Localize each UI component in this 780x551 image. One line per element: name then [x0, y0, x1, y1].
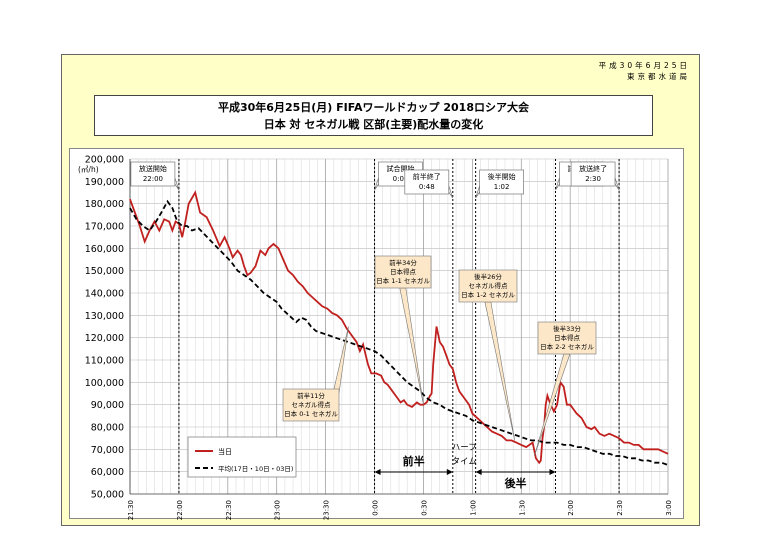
x-tick-label: 23:30 — [323, 500, 331, 520]
second-half-label: 後半 — [505, 476, 527, 490]
x-tick-label: 2:00 — [567, 500, 575, 516]
goal-callout-tail — [399, 287, 424, 405]
goal-callout-text: 前半11分 — [297, 391, 325, 400]
event-time: 0:00 — [393, 175, 409, 183]
x-tick-label: 1:30 — [518, 500, 526, 516]
series-line-average — [129, 199, 669, 466]
event-time: 22:00 — [143, 175, 163, 183]
x-tick-label: 1:00 — [469, 500, 477, 516]
event-callout-tail — [174, 177, 180, 191]
legend-box — [187, 436, 297, 478]
event-callout-box — [130, 161, 176, 187]
goal-callout-box — [537, 321, 597, 355]
issuer-org: 東京都水道局 — [627, 72, 690, 81]
x-tick-label: 3:00 — [665, 500, 673, 516]
event-label: 試合開始 — [387, 164, 415, 173]
goal-callout-text: 日本 0-1 セネガル — [284, 409, 338, 418]
goal-callout-text: セネガル得点 — [469, 281, 509, 290]
event-callout-box — [404, 169, 450, 195]
event-callout-tail — [374, 177, 379, 191]
x-tick-label: 22:30 — [225, 500, 233, 520]
event-time: 2:30 — [585, 175, 601, 183]
goal-callout-tail — [534, 353, 571, 457]
first-half-arrow-head — [374, 469, 381, 475]
y-tick-label: 180,000 — [85, 199, 124, 210]
legend-label-average: 平均(17日・10日・03日) — [218, 464, 293, 473]
event-label: 前半終了 — [413, 172, 441, 181]
second-half-arrow-head — [549, 469, 556, 475]
goal-callout-text: セネガル得点 — [292, 400, 332, 409]
goal-callout-text: 日本得点 — [554, 333, 581, 342]
goal-callout-text: 日本 1-1 セネガル — [376, 276, 430, 285]
halftime-label: ハーフ — [452, 443, 477, 453]
x-tick-label: 2:30 — [616, 500, 624, 516]
goal-callout-text: 前半34分 — [389, 258, 417, 267]
goal-callout-box — [282, 388, 340, 422]
y-tick-label: 140,000 — [85, 289, 124, 300]
x-tick-label: 21:30 — [127, 500, 135, 520]
y-tick-label: 70,000 — [91, 445, 124, 456]
issuer-block: 平成30年6月25日 東京都水道局 — [599, 60, 690, 82]
y-tick-label: 90,000 — [91, 400, 124, 411]
legend-label-today: 当日 — [218, 447, 232, 456]
event-callout-tail — [448, 185, 454, 199]
y-tick-label: 160,000 — [85, 244, 124, 255]
issue-date: 平成30年6月25日 — [598, 61, 690, 70]
y-tick-label: 80,000 — [91, 423, 124, 434]
event-label: 後半開始 — [488, 172, 516, 181]
event-callout-tail — [555, 177, 560, 191]
y-tick-label: 120,000 — [85, 333, 124, 344]
event-callout-box — [570, 161, 616, 187]
y-tick-label: 110,000 — [85, 356, 124, 367]
y-tick-label: 130,000 — [85, 311, 124, 322]
event-callout-box — [479, 169, 524, 195]
x-tick-label: 23:00 — [274, 500, 282, 520]
first-half-label: 前半 — [403, 454, 425, 468]
event-time: 1:02 — [494, 183, 510, 191]
y-tick-label: 150,000 — [85, 266, 124, 277]
chart-title-line-1: 平成30年6月25日(月) FIFAワールドカップ 2018ロシア大会 — [218, 101, 529, 114]
second-half-arrow-head — [475, 469, 482, 475]
event-label: 放送終了 — [579, 164, 607, 173]
goal-callout-box — [458, 269, 518, 303]
goal-callout-text: 日本 2-2 セネガル — [540, 342, 594, 351]
x-tick-label: 0:00 — [372, 500, 380, 516]
event-callout-tail — [475, 185, 480, 199]
goal-callout-text: 日本得点 — [390, 267, 417, 276]
halftime-label: タイム — [452, 457, 477, 467]
y-tick-label: 100,000 — [85, 378, 124, 389]
event-callout-tail — [614, 177, 620, 191]
goal-callout-box — [374, 255, 432, 289]
first-half-arrow-head — [446, 469, 453, 475]
chart-title: 平成30年6月25日(月) FIFAワールドカップ 2018ロシア大会 日本 対… — [94, 95, 653, 136]
goal-callout-text: 後半26分 — [474, 272, 502, 281]
x-tick-label: 0:30 — [420, 500, 428, 516]
goal-callout-text: 日本 1-2 セネガル — [461, 290, 515, 299]
event-label: 放送開始 — [139, 164, 167, 173]
y-tick-label: 190,000 — [85, 177, 124, 188]
y-tick-label: 170,000 — [85, 222, 124, 233]
goal-callout-text: 後半33分 — [553, 324, 581, 333]
series-line-today — [129, 190, 669, 465]
goal-callout-tail — [484, 301, 516, 441]
x-tick-label: 22:00 — [176, 500, 184, 520]
event-time: 0:48 — [419, 183, 435, 191]
y-tick-label: 60,000 — [91, 467, 124, 478]
y-axis-unit: (㎥/h) — [78, 165, 99, 174]
y-tick-label: 50,000 — [91, 490, 124, 501]
chart-title-line-2: 日本 対 セネガル戦 区部(主要)配水量の変化 — [263, 118, 484, 131]
y-tick-label: 200,000 — [85, 155, 124, 166]
